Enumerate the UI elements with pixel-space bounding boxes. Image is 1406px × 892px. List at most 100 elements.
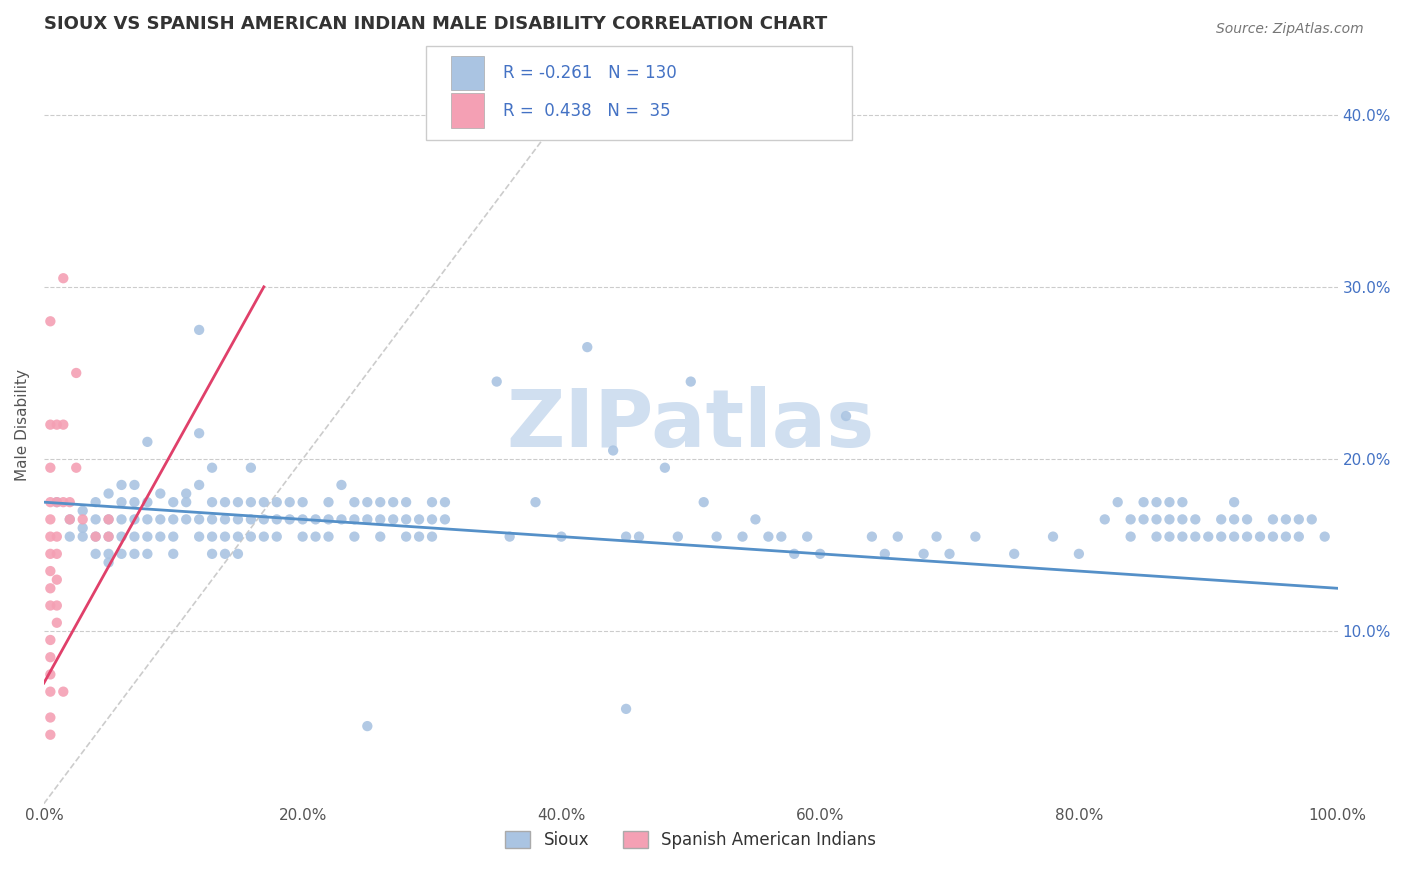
Point	[356, 719, 378, 733]
Point	[174, 486, 197, 500]
Point	[758, 530, 780, 544]
Point	[614, 702, 637, 716]
Point	[188, 478, 211, 492]
Point	[368, 495, 391, 509]
Point	[201, 460, 224, 475]
Point	[744, 512, 766, 526]
Point	[343, 530, 366, 544]
Point	[136, 512, 159, 526]
Point	[343, 495, 366, 509]
Point	[201, 530, 224, 544]
Point	[136, 530, 159, 544]
Point	[214, 547, 236, 561]
FancyBboxPatch shape	[451, 94, 484, 128]
Point	[84, 495, 107, 509]
Point	[395, 512, 418, 526]
Text: R =  0.438   N =  35: R = 0.438 N = 35	[503, 102, 671, 120]
Point	[45, 615, 67, 630]
Point	[97, 556, 120, 570]
Point	[136, 495, 159, 509]
Point	[1249, 530, 1271, 544]
Point	[925, 530, 948, 544]
Point	[1146, 530, 1168, 544]
Text: ZIPatlas: ZIPatlas	[506, 385, 875, 464]
Point	[97, 512, 120, 526]
Point	[149, 530, 172, 544]
Point	[162, 547, 184, 561]
Point	[214, 495, 236, 509]
Point	[433, 512, 456, 526]
Point	[188, 426, 211, 441]
Point	[65, 460, 87, 475]
Point	[39, 417, 62, 432]
FancyBboxPatch shape	[426, 45, 852, 140]
Point	[1146, 512, 1168, 526]
Point	[45, 530, 67, 544]
Point	[1119, 512, 1142, 526]
Point	[1211, 512, 1233, 526]
Point	[39, 495, 62, 509]
Point	[188, 512, 211, 526]
Point	[266, 530, 288, 544]
Point	[45, 495, 67, 509]
Point	[110, 547, 132, 561]
Point	[52, 684, 75, 698]
Point	[65, 366, 87, 380]
Point	[97, 530, 120, 544]
Point	[72, 512, 94, 526]
Point	[253, 530, 276, 544]
Point	[253, 495, 276, 509]
Point	[188, 530, 211, 544]
Point	[433, 495, 456, 509]
Point	[39, 564, 62, 578]
Point	[1159, 512, 1181, 526]
Point	[214, 530, 236, 544]
Point	[965, 530, 987, 544]
Point	[110, 495, 132, 509]
Point	[174, 495, 197, 509]
Point	[1275, 512, 1298, 526]
Point	[912, 547, 935, 561]
Point	[796, 530, 818, 544]
Point	[1184, 530, 1206, 544]
Point	[318, 530, 340, 544]
Point	[59, 512, 82, 526]
Point	[770, 530, 793, 544]
Point	[39, 632, 62, 647]
Point	[253, 512, 276, 526]
Point	[84, 547, 107, 561]
Point	[1119, 530, 1142, 544]
Point	[304, 530, 326, 544]
Point	[162, 495, 184, 509]
Point	[45, 547, 67, 561]
Point	[1288, 530, 1310, 544]
Point	[1132, 495, 1154, 509]
Point	[1197, 530, 1219, 544]
Point	[124, 495, 146, 509]
Point	[39, 650, 62, 665]
Point	[97, 512, 120, 526]
Point	[330, 478, 353, 492]
Point	[356, 512, 378, 526]
Point	[835, 409, 858, 423]
Point	[59, 495, 82, 509]
Point	[1171, 512, 1194, 526]
Point	[124, 547, 146, 561]
Point	[1159, 495, 1181, 509]
Point	[887, 530, 910, 544]
Point	[45, 495, 67, 509]
Point	[318, 495, 340, 509]
Point	[291, 530, 314, 544]
Point	[291, 495, 314, 509]
Point	[356, 495, 378, 509]
Point	[1159, 530, 1181, 544]
Point	[938, 547, 960, 561]
Point	[602, 443, 624, 458]
Point	[1132, 512, 1154, 526]
Point	[1171, 495, 1194, 509]
Point	[226, 495, 249, 509]
Point	[136, 547, 159, 561]
Point	[39, 530, 62, 544]
Point	[1184, 512, 1206, 526]
Point	[72, 530, 94, 544]
